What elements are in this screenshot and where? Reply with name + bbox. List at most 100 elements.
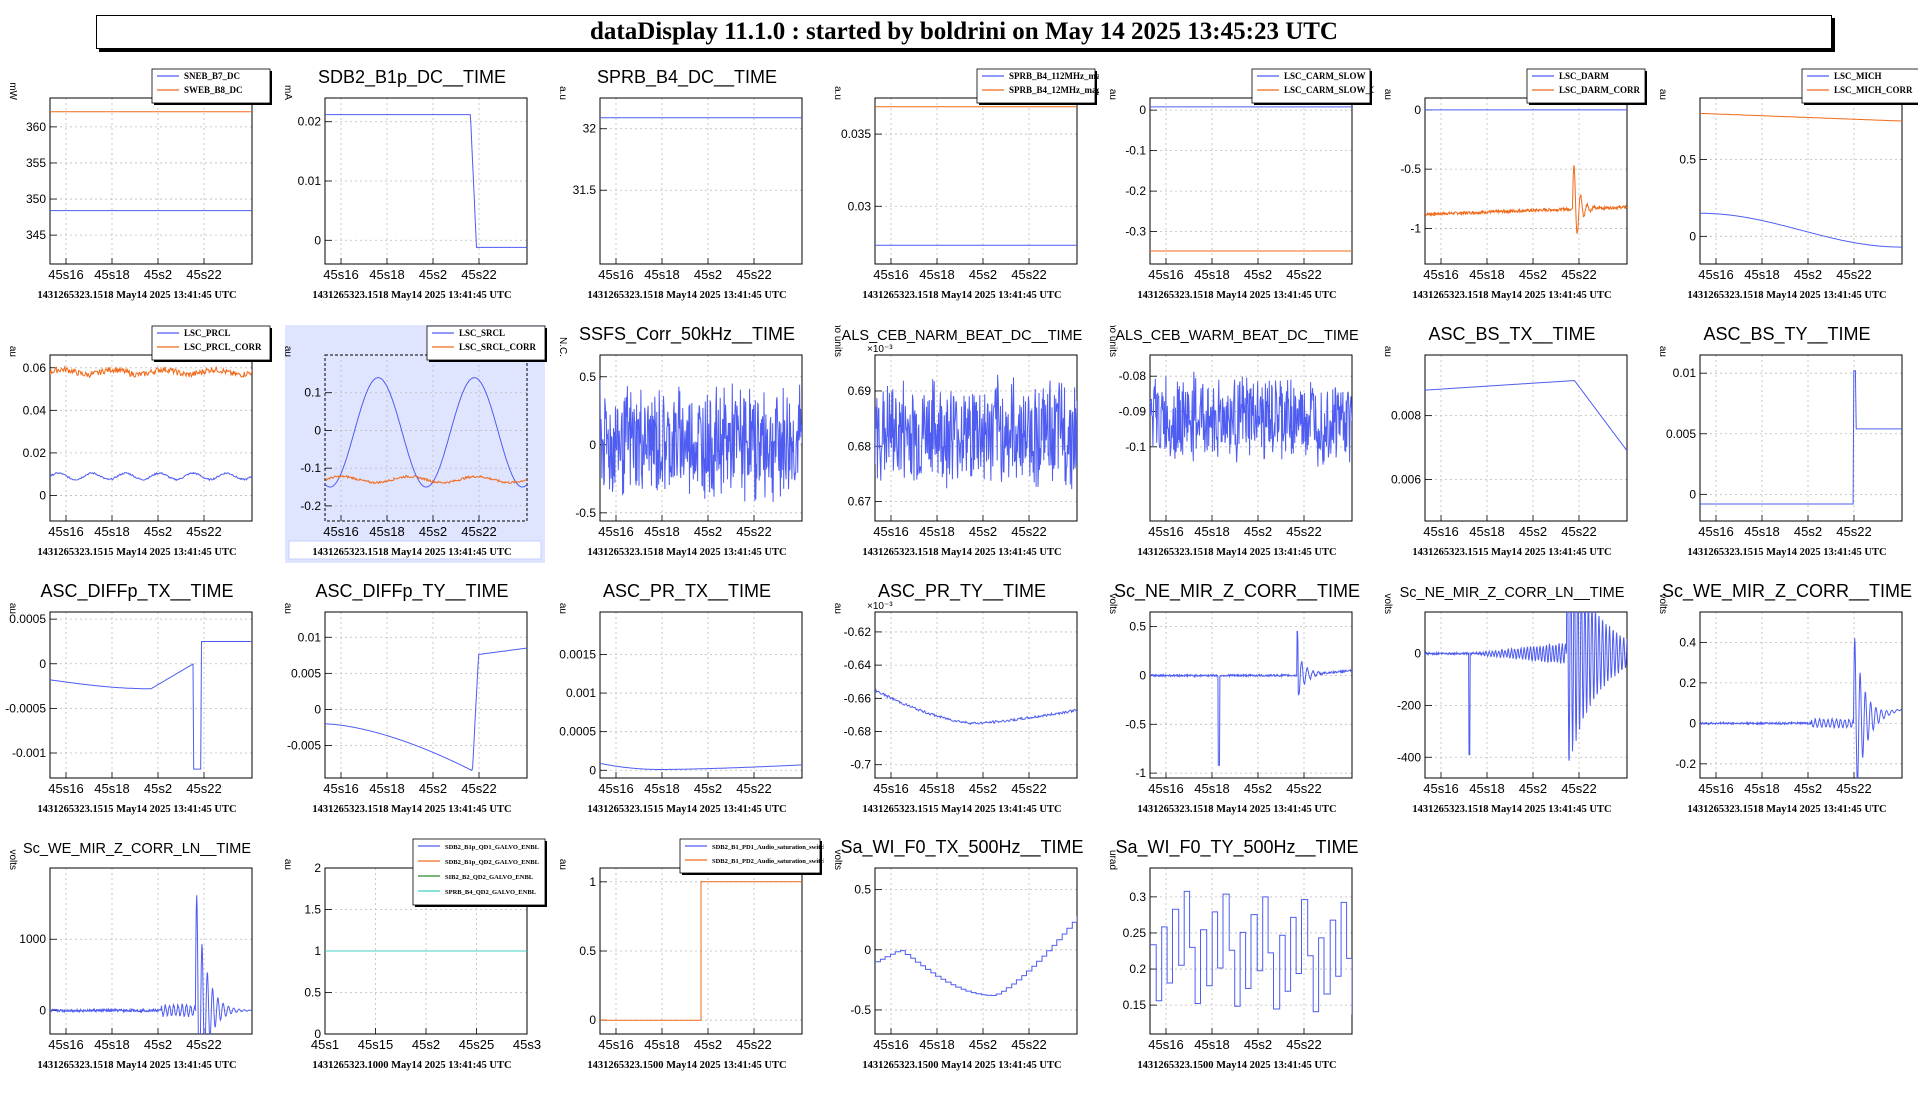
y-axis-label: a.u [832,86,843,100]
legend-entry: SWEB_B8_DC [184,85,243,95]
plot-frame [874,611,1078,779]
timestamp-footer: 1431265323.1518 May14 2025 13:41:45 UTC [37,290,236,301]
y-tick-label: 0 [314,702,321,716]
plot-panel[interactable]: 45s16 45s18 45s2 45s22 0.03 0.035 a.u SPRB_B4_1… [825,68,1099,325]
plot-panel[interactable]: 45s16 45s18 45s2 45s22 0 -200 -400 Sc_NE_MIR_Z_… [1375,582,1649,839]
plot-svg[interactable]: 45s16 45s18 45s2 45s22 0 0.02 0.04 0.06 au LSC_PR… [0,325,274,582]
timestamp-footer: 1431265323.1518 May14 2025 13:41:45 UTC [587,290,786,301]
y-tick-label: 355 [26,156,46,170]
plot-svg[interactable]: 45s1 45s15 45s2 45s25 45s3 0 0.5 1 1.5 2 au SDB2_B1… [275,838,549,1095]
y-tick-label: 0.035 [841,127,871,141]
plot-panel[interactable]: 45s16 45s18 45s2 45s22 0.67 0.68 0.69 ALS_CEB_N… [825,325,1099,582]
plot-svg[interactable]: 45s16 45s18 45s2 45s22 0 0.5 au LSC_MICH LSC_MIC… [1650,68,1918,325]
x-tick-label: 45s22 [1561,781,1596,796]
plot-frame [1149,867,1353,1035]
x-tick-label: 45s2 [694,524,722,539]
x-tick-label: 45s22 [1011,1037,1046,1052]
plot-panel[interactable]: 45s16 45s18 45s2 45s22 0 0.01 0.02 SDB2_B1p_DC_… [275,68,549,325]
plot-svg[interactable]: 45s16 45s18 45s2 45s22 0.67 0.68 0.69 ALS_CEB_N… [825,325,1099,582]
series-line-main [875,688,1077,726]
window-title: dataDisplay 11.1.0 : started by boldrini… [590,18,1338,45]
plot-svg[interactable]: 45s16 45s18 45s2 45s22 0.0005 0 -0.0005 -0.001 A… [0,582,274,839]
timestamp-footer: 1431265323.1518 May14 2025 13:41:45 UTC [312,290,511,301]
plot-panel[interactable]: 45s16 45s18 45s2 45s22 0 0.005 0.01 ASC_BS_TY__… [1650,325,1918,582]
plot-svg[interactable]: 45s16 45s18 45s2 45s22 345 350 355 360 mW SNEB_B7… [0,68,274,325]
y-axis-label: au [1657,346,1668,357]
plot-svg[interactable]: 45s16 45s18 45s2 45s22 -0.2 0 0.2 0.4 Sc_WE_MIR_… [1650,582,1918,839]
plot-svg[interactable]: 45s16 45s18 45s2 45s22 0 1000 Sc_WE_MIR_Z_CORR… [0,838,274,1095]
y-axis-label: au [557,859,568,870]
plot-panel[interactable]: 45s16 45s18 45s2 45s22 -0.5 0 0.5 Sa_WI_F0_TX_5… [825,838,1099,1095]
x-tick-label: 45s18 [369,781,404,796]
plot-panel[interactable]: 45s16 45s18 45s2 45s22 0.15 0.2 0.25 0.3 Sa_WI_F… [1100,838,1374,1095]
series-line-sdb2-b1-pd2-audio-saturation-switch [600,881,802,1021]
plot-panel[interactable]: 45s16 45s18 45s2 45s22 -0.2 0 0.2 0.4 Sc_WE_MIR_… [1650,582,1918,839]
plot-svg[interactable]: 45s16 45s18 45s2 45s22 -0.2 -0.1 0 0.1 au LSC_SRC… [275,325,549,582]
plot-svg[interactable]: 45s16 45s18 45s2 45s22 -0.08 -0.09 -0.1 ALS_CEB… [1100,325,1374,582]
plot-panel[interactable]: 45s16 45s18 45s2 45s22 0 0.5 1 au SDB2_B1_PD1_Au… [550,838,824,1095]
plot-svg[interactable]: 45s16 45s18 45s2 45s22 0 0.5 1 au SDB2_B1_PD1_Au… [550,838,824,1095]
timestamp-footer: 1431265323.1515 May14 2025 13:41:45 UTC [1687,547,1886,558]
plot-panel[interactable]: 45s16 45s18 45s2 45s22 0 0.02 0.04 0.06 au LSC_PR… [0,325,274,582]
x-tick-label: 45s18 [1194,1037,1229,1052]
plot-frame [49,97,253,265]
series-line-lsc-darm-corr [1425,165,1627,235]
plot-panel[interactable]: 45s16 45s18 45s2 45s22 31.5 32 SPRB_B4_DC__TIM… [550,68,824,325]
plot-panel[interactable]: 45s16 45s18 45s2 45s22 -0.5 0 0.5 SSFS_Corr_50k… [550,325,824,582]
plot-svg[interactable]: 45s16 45s18 45s2 45s22 0.15 0.2 0.25 0.3 Sa_WI_F… [1100,838,1374,1095]
plot-svg[interactable]: 45s16 45s18 45s2 45s22 0 0.005 0.01 ASC_BS_TY__… [1650,325,1918,582]
timestamp-footer: 1431265323.1518 May14 2025 13:41:45 UTC [1137,804,1336,815]
plot-panel[interactable]: 45s16 45s18 45s2 45s22 -0.62 -0.64 -0.66 -0.68 -… [825,582,1099,839]
plot-svg[interactable]: 45s16 45s18 45s2 45s22 0.03 0.035 a.u SPRB_B4_1… [825,68,1099,325]
x-tick-label: 45s2 [144,524,172,539]
y-tick-label: -0.64 [844,658,872,672]
timestamp-footer: 1431265323.1518 May14 2025 13:41:45 UTC [1137,547,1336,558]
plot-panel[interactable]: 45s16 45s18 45s2 45s22 -0.005 0 0.005 0.01 ASC_D… [275,582,549,839]
x-tick-label: 45s22 [1561,267,1596,282]
plot-panel[interactable]: 45s16 45s18 45s2 45s22 -0.2 -0.1 0 0.1 au LSC_SRC… [275,325,549,582]
plot-svg[interactable]: 45s16 45s18 45s2 45s22 -0.62 -0.64 -0.66 -0.68 -… [825,582,1099,839]
y-tick-label: 0.1 [304,386,321,400]
plot-panel[interactable]: 45s16 45s18 45s2 45s22 0.0005 0 -0.0005 -0.001 A… [0,582,274,839]
legend-box [1251,68,1371,104]
y-tick-label: 0 [39,657,46,671]
plot-panel[interactable]: 45s16 45s18 45s2 45s22 -0.08 -0.09 -0.1 ALS_CEB… [1100,325,1374,582]
plot-panel[interactable]: 45s1 45s15 45s2 45s25 45s3 0 0.5 1 1.5 2 au SDB2_B1… [275,838,549,1095]
x-tick-label: 45s16 [873,267,908,282]
plot-panel[interactable]: 45s16 45s18 45s2 45s22 -1 -0.5 0 0.5 Sc_NE_MIR_Z… [1100,582,1374,839]
plot-frame [1424,354,1628,522]
plot-panel[interactable]: 45s16 45s18 45s2 45s22 0 0.0005 0.001 0.0015 ASC… [550,582,824,839]
x-tick-label: 45s22 [736,524,771,539]
plot-panel[interactable]: 45s16 45s18 45s2 45s22 345 350 355 360 mW SNEB_B7… [0,68,274,325]
plot-svg[interactable]: 45s16 45s18 45s2 45s22 -0.5 0 0.5 Sa_WI_F0_TX_5… [825,838,1099,1095]
y-tick-label: 0.5 [1679,152,1696,166]
plot-panel[interactable]: 45s16 45s18 45s2 45s22 0 -0.1 -0.2 -0.3 au LSC_CA… [1100,68,1374,325]
plot-svg[interactable]: 45s16 45s18 45s2 45s22 -1 -0.5 0 0.5 Sc_NE_MIR_Z… [1100,582,1374,839]
plot-svg[interactable]: 45s16 45s18 45s2 45s22 0.006 0.008 ASC_BS_TX__… [1375,325,1649,582]
series-line-main [1700,638,1902,778]
plot-svg[interactable]: 45s16 45s18 45s2 45s22 -0.005 0 0.005 0.01 ASC_D… [275,582,549,839]
plot-panel[interactable]: 45s16 45s18 45s2 45s22 0 -0.5 -1 au LSC_DARM LSC_… [1375,68,1649,325]
series-line-main [325,114,527,248]
plot-svg[interactable]: 45s16 45s18 45s2 45s22 -0.5 0 0.5 SSFS_Corr_50k… [550,325,824,582]
plot-svg[interactable]: 45s16 45s18 45s2 45s22 0 0.0005 0.001 0.0015 ASC… [550,582,824,839]
timestamp-footer: 1431265323.1515 May14 2025 13:41:45 UTC [1412,547,1611,558]
plot-title: SSFS_Corr_50kHz__TIME [579,325,795,345]
plot-panel[interactable]: 45s16 45s18 45s2 45s22 0 1000 Sc_WE_MIR_Z_CORR… [0,838,274,1095]
plot-panel[interactable]: 45s16 45s18 45s2 45s22 0 0.5 au LSC_MICH LSC_MIC… [1650,68,1918,325]
timestamp-footer: 1431265323.1515 May14 2025 13:41:45 UTC [587,804,786,815]
legend-entry: LSC_MICH_CORR [1834,85,1913,95]
x-tick-label: 45s18 [919,1037,954,1052]
x-tick-label: 45s18 [644,267,679,282]
plot-frame [49,611,253,779]
plot-panel[interactable]: 45s16 45s18 45s2 45s22 0.006 0.008 ASC_BS_TX__… [1375,325,1649,582]
plot-svg[interactable]: 45s16 45s18 45s2 45s22 0 -0.1 -0.2 -0.3 au LSC_CA… [1100,68,1374,325]
plot-title: ASC_BS_TY__TIME [1703,325,1870,345]
axis-exponent: ×10⁻³ [867,601,893,612]
plot-svg[interactable]: 45s16 45s18 45s2 45s22 0 -0.5 -1 au LSC_DARM LSC_… [1375,68,1649,325]
x-tick-label: 45s18 [94,524,129,539]
plot-svg[interactable]: 45s16 45s18 45s2 45s22 31.5 32 SPRB_B4_DC__TIM… [550,68,824,325]
plot-svg[interactable]: 45s16 45s18 45s2 45s22 0 0.01 0.02 SDB2_B1p_DC_… [275,68,549,325]
plot-svg[interactable]: 45s16 45s18 45s2 45s22 0 -200 -400 Sc_NE_MIR_Z_… [1375,582,1649,839]
y-tick-label: 0 [864,943,871,957]
